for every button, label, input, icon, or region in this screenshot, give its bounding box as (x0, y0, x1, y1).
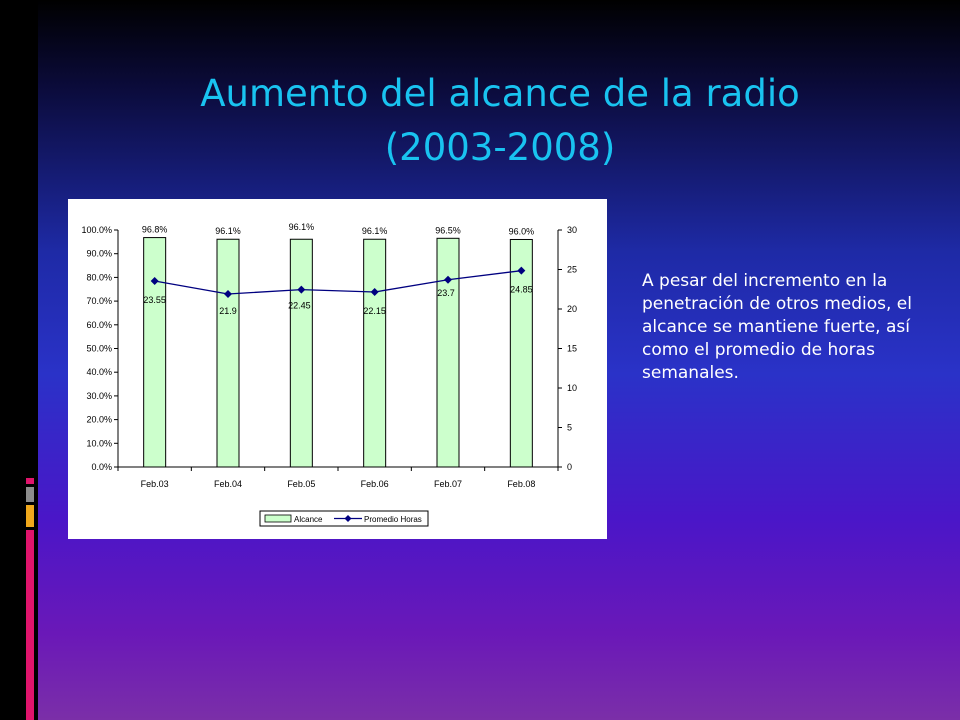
y-left-tick-label: 80.0% (86, 272, 112, 282)
deco-pink-block-1 (26, 478, 34, 484)
x-tick-label: Feb.06 (361, 479, 389, 489)
line-point-marker (150, 276, 159, 285)
x-tick-label: Feb.03 (141, 479, 169, 489)
slide-title-line1: Aumento del alcance de la radio (200, 72, 800, 115)
side-description: A pesar del incremento en la penetración… (642, 271, 912, 383)
line-data-label: 23.7 (437, 288, 455, 298)
chart-panel: 0.0% 10.0% 20.0% 30.0% 40.0% 50.0% 60.0% 70.0% 8… (68, 199, 607, 539)
y-right-tick-label: 10 (567, 383, 577, 393)
y-left-tick-label: 70.0% (86, 296, 112, 306)
x-tick-label: Feb.07 (434, 479, 462, 489)
combo-chart: 0.0% 10.0% 20.0% 30.0% 40.0% 50.0% 60.0% 70.0% 8… (81, 222, 577, 527)
y-right-tick-label: 5 (567, 423, 572, 433)
bar-alcance (363, 238, 387, 468)
bar-data-label: 96.8% (142, 225, 168, 235)
legend-label-promedio: Promedio Horas (364, 515, 422, 524)
y-left-tick-label: 30.0% (86, 391, 112, 401)
bar-alcance (143, 237, 167, 468)
deco-gray-block (26, 487, 34, 502)
legend-swatch-alcance (264, 514, 292, 523)
y-left-tick-label: 90.0% (86, 249, 112, 259)
x-tick-label: Feb.05 (287, 479, 315, 489)
y-left-tick-label: 0.0% (91, 462, 112, 472)
line-point-marker (370, 288, 379, 297)
line-point-marker (517, 266, 526, 275)
y-left-tick-label: 100.0% (81, 225, 112, 235)
y-right-tick-label: 20 (567, 304, 577, 314)
line-data-label: 24.85 (510, 285, 533, 295)
bar-alcance (509, 238, 533, 468)
x-tick-label: Feb.04 (214, 479, 242, 489)
line-data-label: 21.9 (219, 306, 237, 316)
line-point-marker (224, 289, 232, 298)
deco-orange-block (26, 505, 34, 527)
slide-title-line2: (2003-2008) (384, 126, 616, 169)
bar-alcance (216, 238, 240, 468)
line-data-label: 23.55 (143, 295, 166, 305)
y-right-tick-label: 25 (567, 265, 577, 275)
y-left-tick-label: 20.0% (86, 415, 112, 425)
y-left-tick-label: 40.0% (86, 367, 112, 377)
bar-data-label: 96.1% (215, 226, 241, 236)
y-left-tick-label: 60.0% (86, 320, 112, 330)
line-data-label: 22.45 (288, 301, 311, 311)
line-promedio-horas (154, 270, 522, 295)
legend-label-alcance: Alcance (294, 515, 323, 524)
deco-pink-block-2 (26, 530, 34, 720)
bar-data-label: 96.1% (289, 222, 315, 232)
y-right-tick-label: 0 (567, 462, 572, 472)
line-data-label: 22.15 (363, 306, 386, 316)
bar-alcance (289, 238, 313, 468)
bar-alcance (436, 237, 460, 468)
decorative-side-blocks (26, 478, 34, 720)
line-point-marker (444, 275, 452, 284)
y-right-tick-label: 30 (567, 225, 577, 235)
y-left-tick-label: 50.0% (86, 344, 112, 354)
bar-data-label: 96.5% (435, 225, 461, 235)
legend-marker-promedio (344, 515, 352, 522)
y-right-tick-label: 15 (567, 344, 577, 354)
bar-data-label: 96.0% (509, 226, 535, 236)
x-tick-label: Feb.08 (507, 479, 535, 489)
y-left-tick-label: 10.0% (86, 438, 112, 448)
line-point-marker (297, 285, 306, 294)
bar-data-label: 96.1% (362, 226, 388, 236)
